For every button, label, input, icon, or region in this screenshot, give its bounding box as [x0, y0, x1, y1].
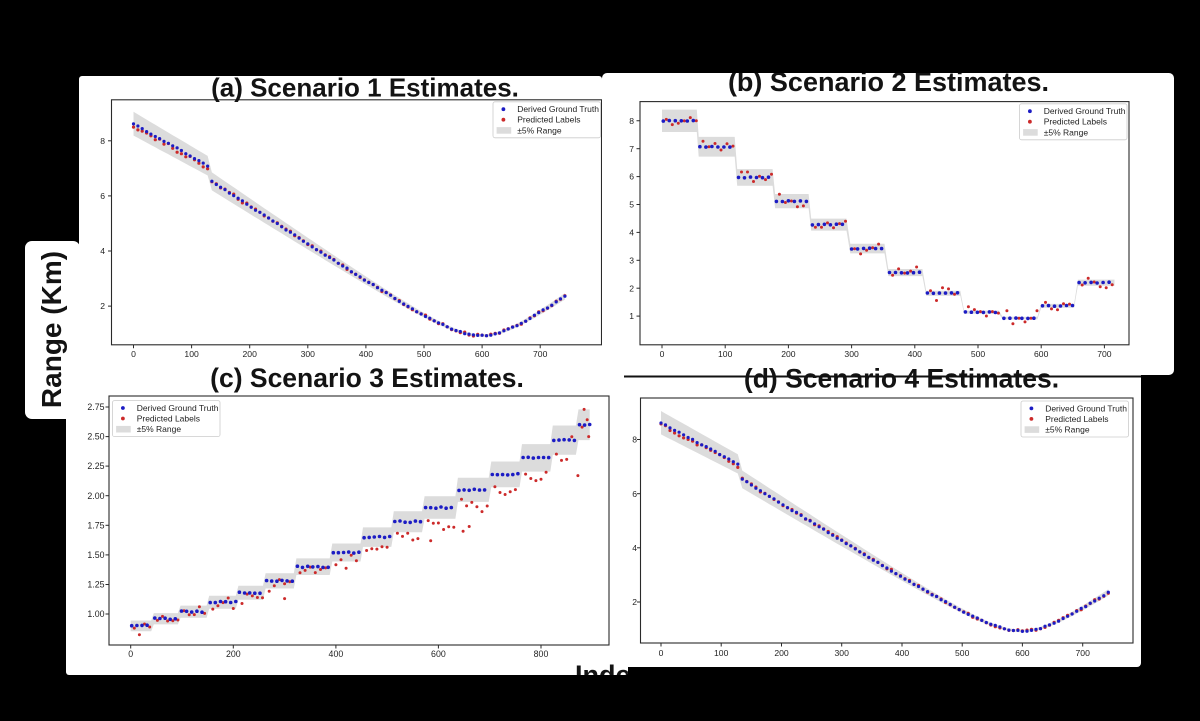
svg-text:500: 500 — [955, 648, 970, 658]
svg-text:Predicted Labels: Predicted Labels — [517, 115, 580, 125]
svg-text:Derived Ground Truth: Derived Ground Truth — [137, 403, 219, 413]
svg-text:400: 400 — [908, 349, 923, 359]
svg-text:Predicted Labels: Predicted Labels — [1044, 117, 1107, 127]
svg-text:±5% Range: ±5% Range — [137, 424, 182, 434]
svg-text:1: 1 — [629, 311, 634, 321]
svg-text:2.75: 2.75 — [87, 402, 104, 412]
svg-text:(b) Scenario 2 Estimates.: (b) Scenario 2 Estimates. — [728, 73, 1049, 97]
svg-text:2: 2 — [629, 283, 634, 293]
svg-text:±5% Range: ±5% Range — [517, 126, 562, 136]
svg-text:700: 700 — [1097, 349, 1112, 359]
svg-text:Derived Ground Truth: Derived Ground Truth — [1044, 106, 1126, 116]
svg-text:0: 0 — [659, 648, 664, 658]
svg-text:2: 2 — [632, 597, 637, 607]
svg-text:2.25: 2.25 — [87, 461, 104, 471]
svg-text:4: 4 — [629, 228, 634, 238]
svg-text:600: 600 — [1015, 648, 1030, 658]
svg-text:(c) Scenario 3 Estimates.: (c) Scenario 3 Estimates. — [210, 363, 524, 393]
svg-text:100: 100 — [714, 648, 729, 658]
svg-text:700: 700 — [533, 349, 548, 359]
svg-text:300: 300 — [844, 349, 859, 359]
svg-text:300: 300 — [835, 648, 850, 658]
svg-text:7: 7 — [629, 144, 634, 154]
svg-text:1.50: 1.50 — [87, 550, 104, 560]
svg-text:Range (Km): Range (Km) — [36, 251, 67, 408]
svg-text:3: 3 — [629, 256, 634, 266]
svg-text:200: 200 — [774, 648, 789, 658]
svg-text:8: 8 — [632, 435, 637, 445]
svg-text:300: 300 — [300, 349, 315, 359]
svg-text:4: 4 — [632, 543, 637, 553]
svg-text:Predicted Labels: Predicted Labels — [137, 414, 200, 424]
svg-text:8: 8 — [100, 136, 105, 146]
svg-text:2: 2 — [100, 301, 105, 311]
svg-text:0: 0 — [131, 349, 136, 359]
svg-text:Derived Ground Truth: Derived Ground Truth — [517, 104, 599, 114]
svg-text:400: 400 — [329, 649, 344, 659]
svg-text:2.00: 2.00 — [87, 491, 104, 501]
svg-text:600: 600 — [431, 649, 446, 659]
svg-text:Index: Index — [575, 660, 628, 675]
svg-text:8: 8 — [629, 116, 634, 126]
svg-text:200: 200 — [781, 349, 796, 359]
svg-text:2.50: 2.50 — [87, 432, 104, 442]
svg-text:±5% Range: ±5% Range — [1045, 425, 1090, 435]
svg-text:600: 600 — [1034, 349, 1049, 359]
svg-text:700: 700 — [1076, 648, 1091, 658]
svg-text:1.25: 1.25 — [87, 580, 104, 590]
svg-text:500: 500 — [971, 349, 986, 359]
svg-text:(a) Scenario 1 Estimates.: (a) Scenario 1 Estimates. — [211, 76, 519, 102]
svg-text:400: 400 — [895, 648, 910, 658]
svg-text:200: 200 — [242, 349, 257, 359]
svg-text:400: 400 — [358, 349, 373, 359]
svg-text:4: 4 — [100, 246, 105, 256]
svg-text:600: 600 — [474, 349, 489, 359]
svg-text:(d) Scenario 4 Estimates.: (d) Scenario 4 Estimates. — [744, 364, 1059, 394]
svg-text:5: 5 — [629, 200, 634, 210]
svg-text:6: 6 — [632, 489, 637, 499]
svg-text:100: 100 — [184, 349, 199, 359]
svg-text:0: 0 — [128, 649, 133, 659]
svg-text:0: 0 — [660, 349, 665, 359]
svg-text:800: 800 — [534, 649, 549, 659]
svg-text:6: 6 — [100, 191, 105, 201]
svg-text:Derived Ground Truth: Derived Ground Truth — [1045, 403, 1127, 413]
svg-text:100: 100 — [718, 349, 733, 359]
svg-text:200: 200 — [226, 649, 241, 659]
svg-text:6: 6 — [629, 172, 634, 182]
svg-text:1.00: 1.00 — [87, 609, 104, 619]
svg-text:500: 500 — [416, 349, 431, 359]
svg-text:Predicted Labels: Predicted Labels — [1045, 414, 1108, 424]
svg-text:±5% Range: ±5% Range — [1044, 128, 1089, 138]
svg-text:1.75: 1.75 — [87, 520, 104, 530]
